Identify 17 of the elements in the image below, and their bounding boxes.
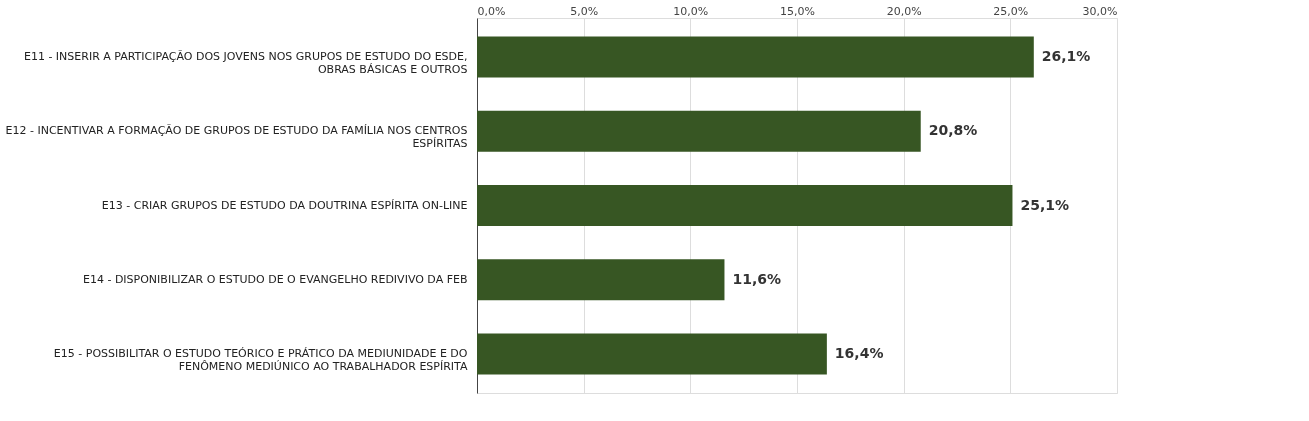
data-label: 20,8% [928,122,978,139]
x-tick-label: 5,0% [570,4,599,18]
y-tick-label: E14 - DISPONIBILIZAR O ESTUDO DE O EVANGELHO REDIVIVO DA FEB [82,272,468,286]
x-tick-label: 20,0% [886,4,922,18]
data-label: 26,1% [1041,47,1091,64]
x-tick-label: 25,0% [993,4,1029,18]
x-tick-label: 30,0% [1082,4,1118,18]
y-tick-label: E15 - POSSIBILITAR O ESTUDO TEÓRICO E PRÁTICO DA MEDIUNIDADE E DO FENÔMENO MEDIÚNICO AO TRABALHADOR ESPÍRITA [53,347,468,374]
data-label: 16,4% [834,345,884,362]
x-tick-label: 10,0% [673,4,709,18]
x-tick-label: 0,0% [477,4,506,18]
y-tick-label: E13 - CRIAR GRUPOS DE ESTUDO DA DOUTRINA ESPÍRITA ON-LINE [101,198,468,212]
data-label: 25,1% [1020,196,1070,213]
x-tick-label: 15,0% [780,4,815,18]
data-label: 11,6% [732,270,782,287]
y-tick-label: E11 - INSERIR A PARTICIPAÇÃO DOS JOVENS NOS GRUPOS DE ESTUDO DO ESDE, OBRAS BÁSICAS E OUTROS [23,49,468,76]
y-tick-label: E12 - INCENTIVAR A FORMAÇÃO DE GRUPOS DE ESTUDO DA FAMÍLIA NOS CENTROS ESPÍRITAS [5,124,468,151]
